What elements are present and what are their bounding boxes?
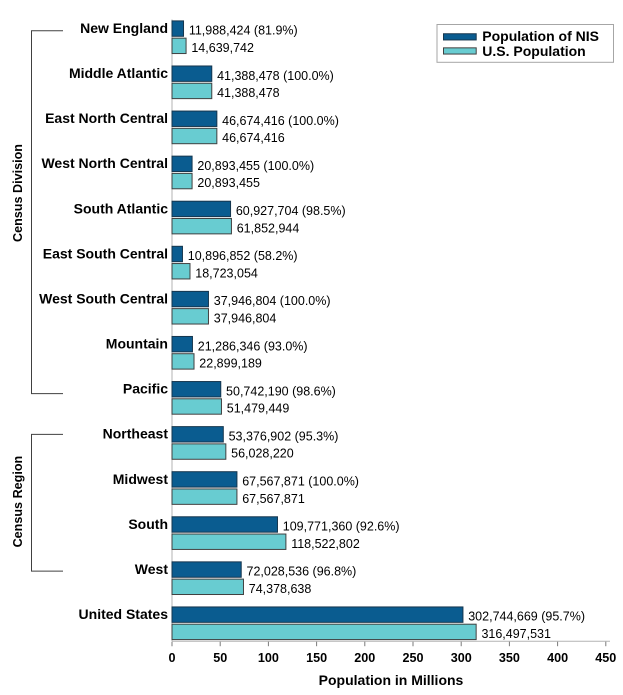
svg-text:West South Central: West South Central <box>39 290 168 306</box>
svg-text:West: West <box>135 561 169 577</box>
svg-text:450: 450 <box>595 651 616 665</box>
svg-text:21,286,346 (93.0%): 21,286,346 (93.0%) <box>198 339 308 353</box>
svg-text:109,771,360 (92.6%): 109,771,360 (92.6%) <box>283 520 400 534</box>
svg-text:22,899,189: 22,899,189 <box>199 357 262 371</box>
svg-text:300: 300 <box>451 651 472 665</box>
svg-text:41,388,478 (100.0%): 41,388,478 (100.0%) <box>217 69 334 83</box>
svg-text:61,852,944: 61,852,944 <box>237 221 300 235</box>
svg-text:60,927,704 (98.5%): 60,927,704 (98.5%) <box>236 204 346 218</box>
svg-text:0: 0 <box>168 651 175 665</box>
svg-text:14,639,742: 14,639,742 <box>191 41 254 55</box>
svg-text:Midwest: Midwest <box>113 471 169 487</box>
svg-text:United States: United States <box>79 606 169 622</box>
svg-text:South: South <box>128 516 168 532</box>
svg-text:New England: New England <box>80 20 168 36</box>
svg-text:67,567,871 (100.0%): 67,567,871 (100.0%) <box>242 475 359 489</box>
svg-text:118,522,802: 118,522,802 <box>291 537 360 551</box>
svg-text:50,742,190 (98.6%): 50,742,190 (98.6%) <box>226 384 336 398</box>
svg-text:Middle Atlantic: Middle Atlantic <box>69 65 168 81</box>
svg-text:67,567,871: 67,567,871 <box>242 492 305 506</box>
svg-text:74,378,638: 74,378,638 <box>249 582 312 596</box>
svg-text:37,946,804 (100.0%): 37,946,804 (100.0%) <box>214 294 331 308</box>
svg-text:U.S. Population: U.S. Population <box>482 43 585 59</box>
svg-text:11,988,424 (81.9%): 11,988,424 (81.9%) <box>189 24 298 38</box>
svg-text:56,028,220: 56,028,220 <box>231 447 294 461</box>
svg-text:53,376,902 (95.3%): 53,376,902 (95.3%) <box>229 429 339 443</box>
svg-text:400: 400 <box>547 651 568 665</box>
svg-text:50: 50 <box>213 651 227 665</box>
svg-text:Northeast: Northeast <box>103 426 169 442</box>
svg-text:46,674,416: 46,674,416 <box>222 131 285 145</box>
svg-text:Mountain: Mountain <box>106 336 168 352</box>
svg-text:100: 100 <box>258 651 279 665</box>
svg-text:20,893,455 (100.0%): 20,893,455 (100.0%) <box>197 159 314 173</box>
svg-text:Census Region: Census Region <box>11 456 25 548</box>
svg-text:46,674,416 (100.0%): 46,674,416 (100.0%) <box>222 114 339 128</box>
svg-text:250: 250 <box>402 651 423 665</box>
svg-text:72,028,536 (96.8%): 72,028,536 (96.8%) <box>247 565 357 579</box>
svg-text:200: 200 <box>354 651 375 665</box>
svg-text:41,388,478: 41,388,478 <box>217 86 280 100</box>
svg-text:18,723,054: 18,723,054 <box>195 266 258 280</box>
svg-text:150: 150 <box>306 651 327 665</box>
svg-text:West North Central: West North Central <box>41 155 168 171</box>
svg-text:302,744,669 (95.7%): 302,744,669 (95.7%) <box>468 610 585 624</box>
svg-text:South Atlantic: South Atlantic <box>74 200 169 216</box>
svg-text:Pacific: Pacific <box>123 381 168 397</box>
svg-text:Population of NIS: Population of NIS <box>482 28 599 44</box>
svg-text:350: 350 <box>499 651 520 665</box>
svg-text:Population in Millions: Population in Millions <box>319 672 464 688</box>
svg-text:East North Central: East North Central <box>45 110 168 126</box>
svg-text:20,893,455: 20,893,455 <box>197 176 260 190</box>
svg-text:316,497,531: 316,497,531 <box>481 627 551 641</box>
svg-text:37,946,804: 37,946,804 <box>214 311 277 325</box>
svg-text:51,479,449: 51,479,449 <box>227 402 290 416</box>
svg-text:East South Central: East South Central <box>43 245 168 261</box>
svg-text:10,896,852 (58.2%): 10,896,852 (58.2%) <box>188 249 298 263</box>
svg-text:Census Division: Census Division <box>11 144 25 242</box>
